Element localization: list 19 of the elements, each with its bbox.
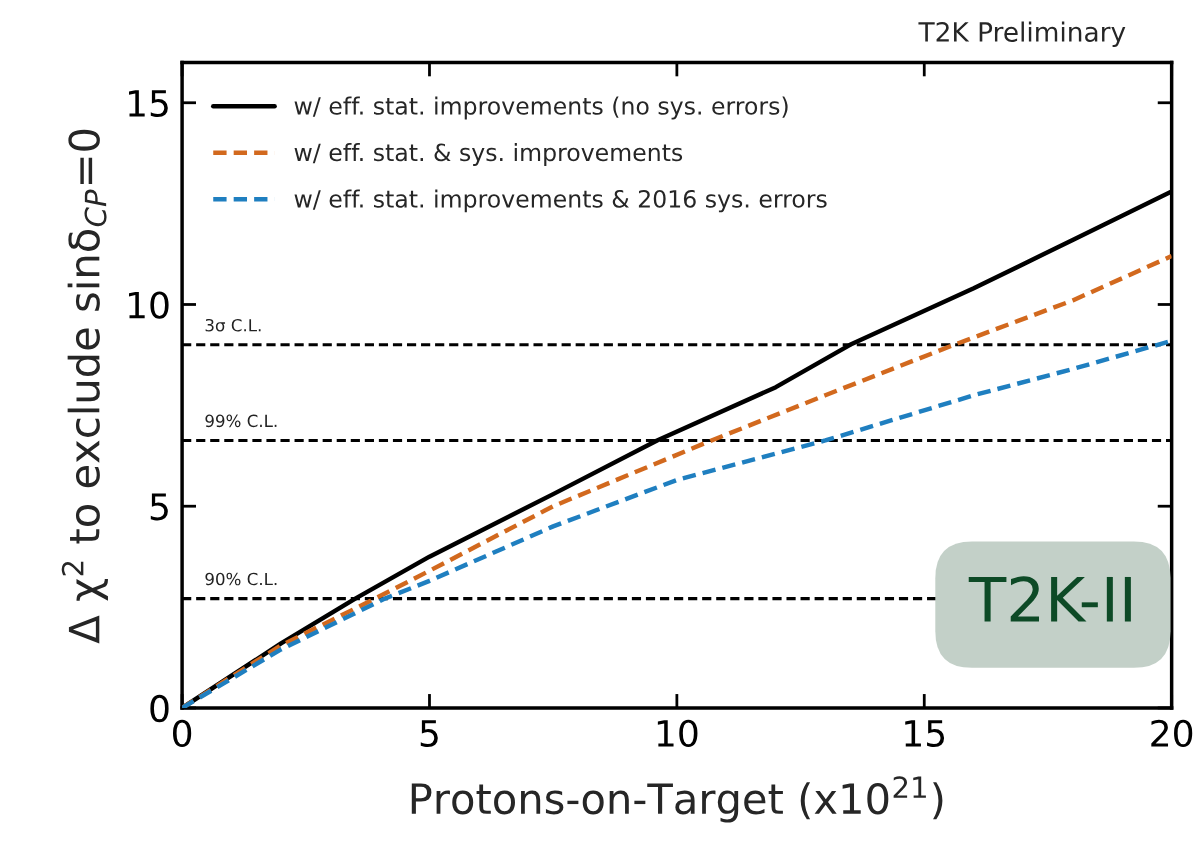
- x-tick-label: 0: [172, 719, 192, 747]
- y-tick-label: 5: [150, 493, 168, 521]
- y-tick-label: 0: [150, 694, 169, 723]
- x-tick-label: 20: [1151, 719, 1193, 747]
- y-axis-title: Δ χ$^{2}$ to exclude sinδ$_{CP}$=0: [61, 129, 108, 644]
- y-tick-label: 15: [129, 90, 168, 117]
- x-tick-label: 5: [420, 720, 438, 747]
- ref-line-label: 99% C.L.: [205, 414, 277, 428]
- legend-label: w/ eff. stat. improvements & 2016 sys. errors: [294, 189, 827, 213]
- text: T2K Preliminary: [918, 21, 1126, 48]
- y-tick-label: 10: [129, 291, 169, 319]
- legend-label: w/ eff. stat. & sys. improvements: [294, 143, 683, 166]
- x-axis-title: Protons-on-Target (x10$^{21}$): [411, 776, 943, 823]
- x-tick-label: 10: [657, 719, 698, 747]
- ref-line-label: 3σ C.L.: [205, 318, 261, 332]
- ref-line-label: 90% C.L.: [205, 572, 277, 586]
- x-tick-label: 15: [905, 720, 945, 747]
- annotation: T2K-II: [968, 576, 1131, 622]
- legend-label: w/ eff. stat. improvements (no sys. errors): [294, 96, 788, 120]
